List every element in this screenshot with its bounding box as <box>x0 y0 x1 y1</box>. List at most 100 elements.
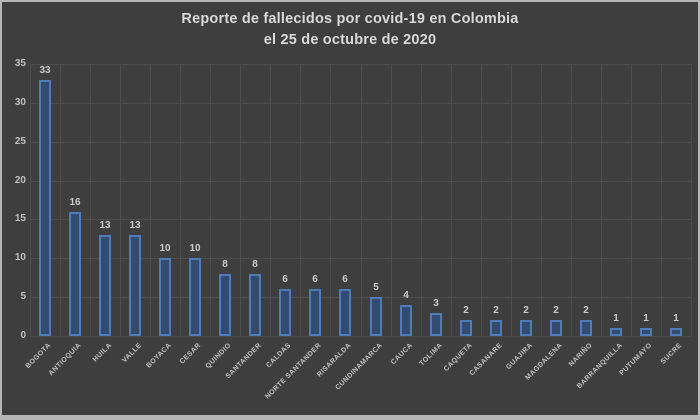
gridline-vertical <box>240 64 241 336</box>
bar-caldas <box>279 289 291 336</box>
x-axis-category-label: TOLIMA <box>418 342 444 368</box>
bar-value-label: 8 <box>222 259 228 270</box>
gridline-horizontal <box>30 103 691 104</box>
gridline-vertical <box>391 64 392 336</box>
gridline-vertical <box>361 64 362 336</box>
bar-caqueta <box>460 320 472 336</box>
bar-bogota <box>39 80 51 336</box>
bar-magdalena <box>550 320 562 336</box>
gridline-horizontal <box>30 258 691 259</box>
gridline-vertical <box>451 64 452 336</box>
gridline-horizontal <box>30 142 691 143</box>
bar-value-label: 6 <box>342 274 348 285</box>
bar-value-label: 2 <box>463 305 469 316</box>
bar-value-label: 6 <box>282 274 288 285</box>
gridline-horizontal <box>30 219 691 220</box>
x-axis-category-label: BOGOTA <box>24 342 53 371</box>
chart-title: Reporte de fallecidos por covid-19 en Co… <box>2 9 698 51</box>
gridline-vertical <box>601 64 602 336</box>
bar-value-label: 4 <box>403 290 409 301</box>
gridline-vertical <box>120 64 121 336</box>
chart-title-line-2: el 25 de octubre de 2020 <box>263 32 437 48</box>
y-axis-tick-label: 5 <box>20 291 26 302</box>
bar-norte-santander <box>309 289 321 336</box>
bar-value-label: 2 <box>583 305 589 316</box>
x-axis-category-label: PUTUMAYO <box>618 342 654 378</box>
gridline-horizontal <box>30 297 691 298</box>
bar-risaralda <box>339 289 351 336</box>
y-axis-tick-label: 15 <box>14 213 26 224</box>
gridline-vertical <box>210 64 211 336</box>
gridline-vertical <box>661 64 662 336</box>
x-axis-category-label: GUAJIRA <box>504 342 534 372</box>
bar-guajira <box>520 320 532 336</box>
bar-putumayo <box>640 328 652 336</box>
bar-value-label: 2 <box>523 305 529 316</box>
bar-value-label: 1 <box>613 313 619 324</box>
y-axis-tick-label: 20 <box>14 175 26 186</box>
chart-title-line-1: Reporte de fallecidos por covid-19 en Co… <box>181 11 519 27</box>
bar-antioquia <box>69 212 81 336</box>
y-axis-tick-label: 30 <box>14 97 26 108</box>
gridline-vertical <box>90 64 91 336</box>
x-axis-category-label: CAUCA <box>389 342 414 367</box>
y-axis-tick-label: 10 <box>14 252 26 263</box>
bar-huila <box>99 235 111 336</box>
gridline-vertical <box>300 64 301 336</box>
plot-area: 0 5 10 15 20 25 30 35 33 BOGOTA 16 ANTIOQUIA 13 HUILA… <box>2 2 698 415</box>
chart-background: Reporte de fallecidos por covid-19 en Co… <box>2 2 698 415</box>
gridline-horizontal <box>30 181 691 182</box>
bar-santander <box>249 274 261 336</box>
bar-value-label: 33 <box>39 65 51 76</box>
bar-value-label: 10 <box>159 243 171 254</box>
bar-value-label: 16 <box>69 197 81 208</box>
bar-cauca <box>400 305 412 336</box>
bar-narino <box>580 320 592 336</box>
gridline-vertical <box>330 64 331 336</box>
x-axis-category-label: QUINDIO <box>204 342 233 371</box>
x-axis-category-label: VALLE <box>120 342 143 365</box>
x-axis-category-label: ANTIOQUIA <box>47 342 83 378</box>
gridline-vertical <box>691 64 692 336</box>
bar-sucre <box>670 328 682 336</box>
bar-value-label: 8 <box>252 259 258 270</box>
gridline-vertical <box>60 64 61 336</box>
x-axis-category-label: NORTE SANTANDER <box>264 342 323 401</box>
gridline-vertical <box>481 64 482 336</box>
bar-value-label: 2 <box>493 305 499 316</box>
bar-value-label: 2 <box>553 305 559 316</box>
bar-value-label: 6 <box>312 274 318 285</box>
y-axis-tick-label: 0 <box>20 330 26 341</box>
gridline-horizontal <box>30 336 691 337</box>
x-axis-category-label: CAQUETA <box>442 342 474 374</box>
gridline-vertical <box>30 64 31 336</box>
gridline-vertical <box>421 64 422 336</box>
bar-value-label: 1 <box>643 313 649 324</box>
bar-valle <box>129 235 141 336</box>
x-axis-category-label: CALDAS <box>265 342 293 370</box>
bar-value-label: 5 <box>373 282 379 293</box>
bar-casanare <box>490 320 502 336</box>
y-axis-tick-label: 25 <box>14 136 26 147</box>
gridline-vertical <box>150 64 151 336</box>
x-axis-category-label: CESAR <box>179 342 203 366</box>
x-axis-category-label: SUCRE <box>660 342 684 366</box>
x-axis-category-label: HUILA <box>91 342 113 364</box>
x-axis-category-label: NARIÑO <box>567 342 594 369</box>
gridline-horizontal <box>30 64 691 65</box>
bar-value-label: 1 <box>673 313 679 324</box>
gridline-vertical <box>631 64 632 336</box>
bar-value-label: 10 <box>189 243 201 254</box>
x-axis-category-label: CASANARE <box>468 342 504 378</box>
bar-boyaca <box>159 258 171 336</box>
bar-tolima <box>430 313 442 336</box>
bar-value-label: 13 <box>99 220 111 231</box>
bar-value-label: 13 <box>129 220 141 231</box>
gridline-vertical <box>180 64 181 336</box>
bar-barranquilla <box>610 328 622 336</box>
x-axis-category-label: BOYACA <box>145 342 173 370</box>
gridline-vertical <box>270 64 271 336</box>
bar-cundinamarca <box>370 297 382 336</box>
gridline-vertical <box>541 64 542 336</box>
